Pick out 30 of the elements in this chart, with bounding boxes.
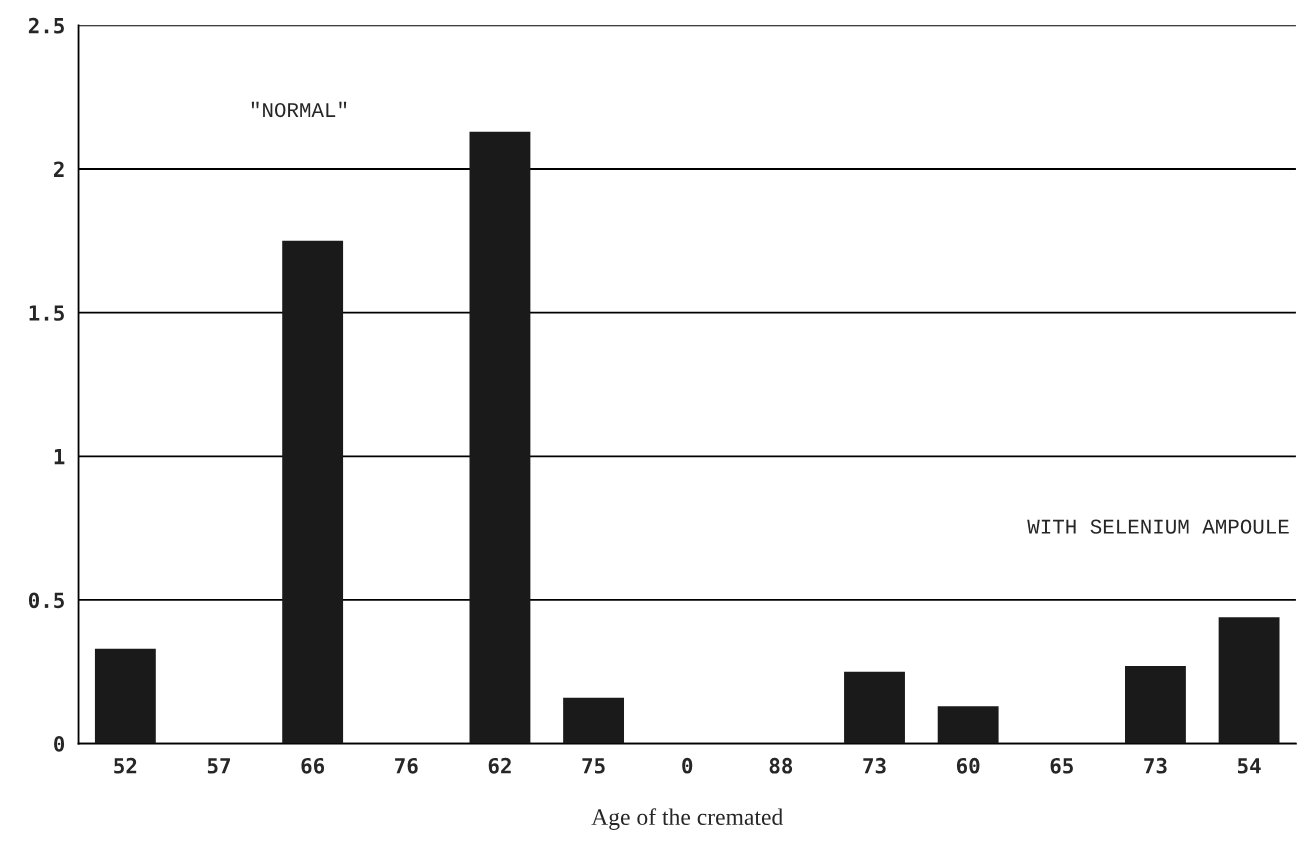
- x-tick-label: 75: [582, 758, 605, 774]
- bar: [937, 706, 999, 744]
- x-tick-label: 76: [395, 757, 418, 774]
- bar: [1218, 617, 1280, 744]
- y-tick-label: 0: [54, 736, 65, 752]
- x-tick-label: 57: [207, 758, 230, 774]
- bar: [469, 131, 531, 744]
- y-tick-label: 0.5: [28, 592, 64, 609]
- y-tick-label: 2: [53, 161, 64, 177]
- x-tick-label: 65: [1050, 757, 1073, 774]
- x-axis-title: Age of the cremated: [591, 808, 783, 830]
- x-tick-label: 66: [301, 757, 325, 774]
- y-tick-label: 2.5: [28, 17, 64, 34]
- bar: [563, 697, 625, 744]
- x-tick-label: 73: [863, 757, 886, 774]
- bar: [282, 240, 344, 744]
- bar: [844, 671, 905, 744]
- bar: [1125, 666, 1186, 744]
- x-tick-label: 54: [1238, 758, 1261, 774]
- x-tick-label: 0: [682, 757, 693, 774]
- x-tick-label: 62: [488, 757, 511, 774]
- y-tick-label: 1: [54, 449, 65, 465]
- bar: [94, 648, 156, 744]
- x-tick-label: 60: [956, 757, 980, 774]
- annotation: "NORMAL": [251, 101, 347, 118]
- x-tick-label: 88: [769, 757, 793, 774]
- x-tick-label: 52: [114, 757, 137, 774]
- x-tick-label: 73: [1144, 757, 1167, 774]
- y-tick-label: 1.5: [29, 305, 64, 321]
- annotation: WITH SELENIUM AMPOULE: [1027, 519, 1289, 534]
